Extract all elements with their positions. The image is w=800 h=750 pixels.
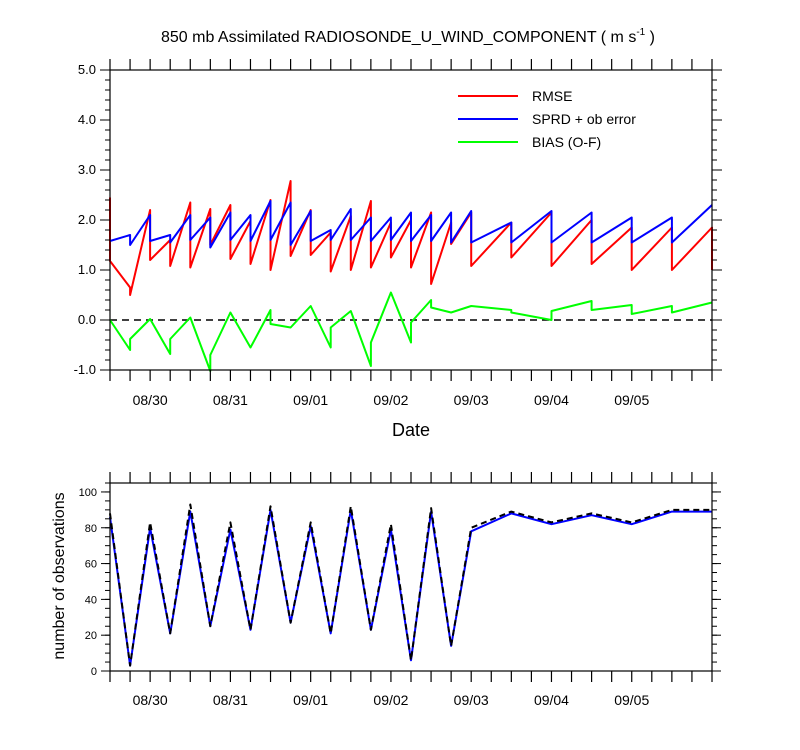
y-tick-label: 40 — [85, 594, 97, 606]
bottom-chart-panel: 0 20 40 60 80 100 08/30 08/31 09/01 09/02 09/03 09/… — [51, 472, 721, 708]
chart-title-exponent: -1 — [636, 27, 645, 38]
top-chart-axes-layer: -1.0 0.0 1.0 2.0 3.0 4.0 5.0 08/30 08/31 09/01 09/… — [74, 59, 722, 408]
x-tick-label: 09/03 — [454, 392, 489, 408]
legend-label: SPRD + ob error — [532, 111, 636, 127]
top-chart-panel: 850 mb Assimilated RADIOSONDE_U_WIND_COM… — [74, 27, 722, 440]
y-tick-label: 100 — [79, 487, 97, 499]
y-tick-label: 20 — [85, 630, 97, 642]
x-tick-label: 09/05 — [614, 392, 649, 408]
x-tick-label: 08/31 — [213, 692, 248, 708]
series-line-observations-total — [109, 503, 712, 667]
x-tick-label: 09/01 — [293, 692, 328, 708]
y-tick-label: 60 — [85, 559, 97, 571]
bottom-chart-y-axis-label: number of observations — [51, 492, 68, 659]
legend-label: BIAS (O-F) — [532, 134, 601, 150]
x-tick-label: 09/02 — [373, 692, 408, 708]
x-tick-label: 08/30 — [133, 392, 168, 408]
top-chart-x-axis-label: Date — [392, 420, 430, 440]
x-tick-label: 09/05 — [614, 692, 649, 708]
y-tick-label: 1.0 — [78, 262, 96, 277]
legend-label: RMSE — [532, 88, 572, 104]
y-tick-label: 0.0 — [78, 312, 96, 327]
top-chart-plot-frame — [109, 69, 713, 371]
y-tick-label: 3.0 — [78, 162, 96, 177]
x-tick-label: 09/03 — [454, 692, 489, 708]
series-line-sprd-ob-error — [109, 200, 713, 249]
chart-legend: RMSE SPRD + ob error BIAS (O-F) — [458, 88, 636, 150]
y-tick-label: 4.0 — [78, 112, 96, 127]
y-tick-label: 5.0 — [78, 62, 96, 77]
chart-title-suffix: ) — [645, 29, 655, 46]
bottom-chart-series-layer — [109, 503, 712, 667]
bottom-chart-plot-frame — [109, 482, 713, 672]
x-tick-label: 09/01 — [293, 392, 328, 408]
chart-title: 850 mb Assimilated RADIOSONDE_U_WIND_COM… — [161, 27, 655, 46]
x-tick-label: 09/04 — [534, 692, 569, 708]
x-tick-label: 09/04 — [534, 392, 569, 408]
chart-title-main: 850 mb Assimilated RADIOSONDE_U_WIND_COM… — [161, 29, 636, 46]
series-line-observations-assimilated — [109, 508, 712, 667]
x-tick-label: 08/30 — [133, 692, 168, 708]
x-tick-label: 09/02 — [373, 392, 408, 408]
series-line-bias-o-f — [109, 291, 713, 372]
y-tick-label: 80 — [85, 523, 97, 535]
y-tick-label: 2.0 — [78, 212, 96, 227]
y-tick-label: -1.0 — [74, 362, 96, 377]
x-tick-label: 08/31 — [213, 392, 248, 408]
bottom-chart-axes-layer: 0 20 40 60 80 100 08/30 08/31 09/01 09/02 09/03 09/… — [79, 472, 721, 708]
series-line-rmse — [109, 180, 713, 296]
y-tick-label: 0 — [91, 666, 97, 678]
top-chart-series-layer — [109, 180, 713, 372]
